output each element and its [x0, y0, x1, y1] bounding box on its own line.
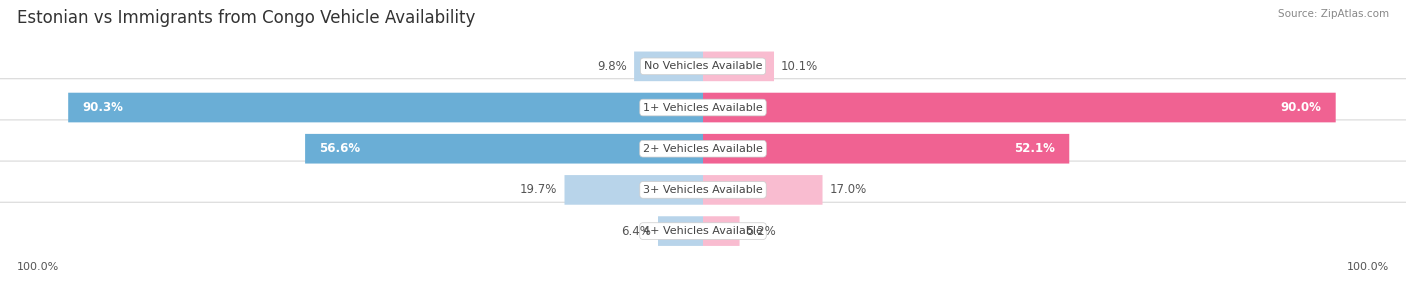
Text: 100.0%: 100.0% — [1347, 262, 1389, 272]
Text: 6.4%: 6.4% — [621, 225, 651, 238]
FancyBboxPatch shape — [0, 120, 1406, 178]
FancyBboxPatch shape — [658, 216, 703, 246]
FancyBboxPatch shape — [0, 79, 1406, 136]
Text: Source: ZipAtlas.com: Source: ZipAtlas.com — [1278, 9, 1389, 19]
FancyBboxPatch shape — [703, 216, 740, 246]
FancyBboxPatch shape — [0, 161, 1406, 219]
Text: 3+ Vehicles Available: 3+ Vehicles Available — [643, 185, 763, 195]
FancyBboxPatch shape — [565, 175, 703, 205]
Text: 100.0%: 100.0% — [17, 262, 59, 272]
FancyBboxPatch shape — [0, 37, 1406, 95]
FancyBboxPatch shape — [69, 93, 703, 122]
Text: 52.1%: 52.1% — [1014, 142, 1054, 155]
Text: 2+ Vehicles Available: 2+ Vehicles Available — [643, 144, 763, 154]
Text: 9.8%: 9.8% — [598, 60, 627, 73]
Text: 4+ Vehicles Available: 4+ Vehicles Available — [643, 226, 763, 236]
FancyBboxPatch shape — [703, 93, 1336, 122]
Text: 10.1%: 10.1% — [782, 60, 818, 73]
Text: 19.7%: 19.7% — [520, 183, 558, 196]
Text: 5.2%: 5.2% — [747, 225, 776, 238]
FancyBboxPatch shape — [305, 134, 703, 164]
FancyBboxPatch shape — [0, 202, 1406, 260]
Text: 90.3%: 90.3% — [82, 101, 124, 114]
FancyBboxPatch shape — [703, 51, 775, 81]
FancyBboxPatch shape — [703, 175, 823, 205]
Text: 1+ Vehicles Available: 1+ Vehicles Available — [643, 103, 763, 112]
Text: 17.0%: 17.0% — [830, 183, 866, 196]
Text: Estonian vs Immigrants from Congo Vehicle Availability: Estonian vs Immigrants from Congo Vehicl… — [17, 9, 475, 27]
FancyBboxPatch shape — [703, 134, 1069, 164]
Text: No Vehicles Available: No Vehicles Available — [644, 61, 762, 71]
Text: 90.0%: 90.0% — [1281, 101, 1322, 114]
FancyBboxPatch shape — [634, 51, 703, 81]
Text: 56.6%: 56.6% — [319, 142, 360, 155]
